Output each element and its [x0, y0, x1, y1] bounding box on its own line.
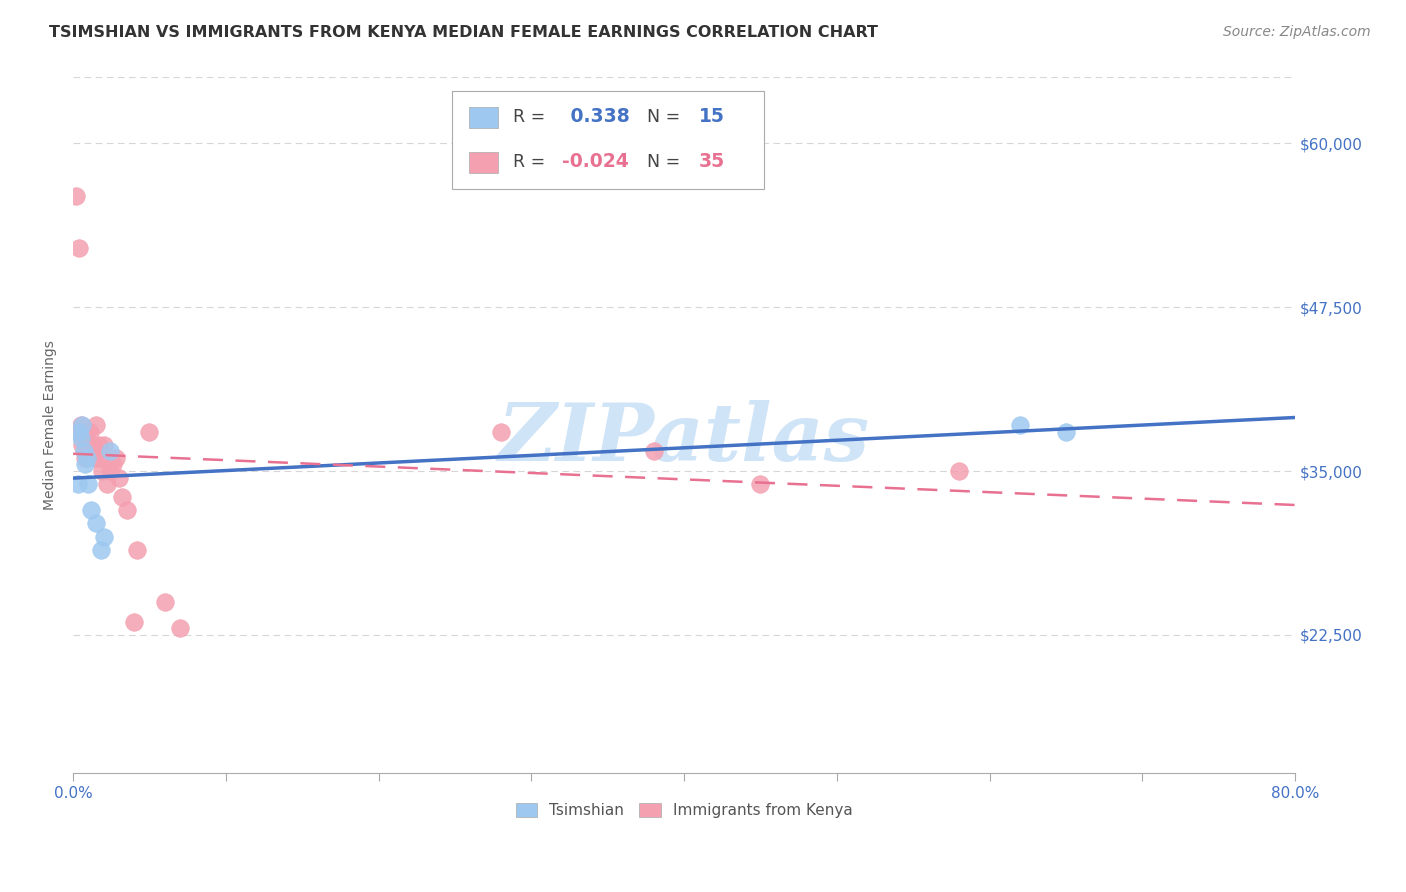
FancyBboxPatch shape: [451, 91, 763, 189]
Point: [79, 425, 101, 439]
Point: [73, 444, 96, 458]
Point: [66, 425, 89, 439]
Point: [75, 458, 97, 472]
Point: [87, 438, 110, 452]
Point: [104, 450, 127, 465]
FancyBboxPatch shape: [470, 152, 498, 173]
Point: [489, 425, 512, 439]
Point: [82, 438, 104, 452]
Text: 0.338: 0.338: [564, 107, 630, 126]
Point: [77, 438, 100, 452]
Point: [127, 542, 149, 557]
Point: [90, 450, 112, 465]
Point: [76, 425, 98, 439]
Text: N =: N =: [647, 153, 686, 171]
Text: 15: 15: [699, 107, 724, 126]
Point: [84, 516, 107, 531]
Point: [66, 477, 89, 491]
Point: [77, 477, 100, 491]
Text: ZIPatlas: ZIPatlas: [498, 401, 870, 478]
Point: [84, 418, 107, 433]
Point: [80, 503, 103, 517]
Point: [90, 542, 112, 557]
Point: [1010, 418, 1032, 433]
Point: [93, 438, 115, 452]
Point: [72, 438, 94, 452]
Point: [108, 470, 131, 484]
Point: [67, 241, 90, 255]
Point: [153, 595, 176, 609]
Point: [749, 477, 772, 491]
Text: TSIMSHIAN VS IMMIGRANTS FROM KENYA MEDIAN FEMALE EARNINGS CORRELATION CHART: TSIMSHIAN VS IMMIGRANTS FROM KENYA MEDIA…: [49, 25, 879, 40]
Point: [75, 450, 97, 465]
Point: [98, 444, 121, 458]
Text: R =: R =: [513, 153, 551, 171]
Point: [93, 530, 115, 544]
Point: [1054, 425, 1077, 439]
Point: [643, 444, 665, 458]
Point: [138, 425, 160, 439]
Point: [80, 444, 103, 458]
Point: [86, 450, 108, 465]
Point: [73, 425, 96, 439]
Point: [98, 464, 121, 478]
Point: [96, 477, 118, 491]
Text: N =: N =: [647, 108, 686, 126]
Point: [67, 425, 90, 439]
FancyBboxPatch shape: [470, 106, 498, 128]
Point: [83, 450, 105, 465]
Point: [122, 615, 145, 629]
Legend: Tsimshian, Immigrants from Kenya: Tsimshian, Immigrants from Kenya: [509, 797, 859, 824]
Point: [65, 188, 87, 202]
Point: [948, 464, 970, 478]
Point: [101, 458, 124, 472]
Text: 35: 35: [699, 153, 725, 171]
Y-axis label: Median Female Earnings: Median Female Earnings: [44, 340, 58, 510]
Text: Source: ZipAtlas.com: Source: ZipAtlas.com: [1223, 25, 1371, 39]
Point: [115, 503, 138, 517]
Point: [111, 490, 134, 504]
Text: -0.024: -0.024: [562, 153, 628, 171]
Point: [72, 418, 94, 433]
Point: [69, 418, 91, 433]
Point: [69, 431, 91, 445]
Point: [76, 450, 98, 465]
Point: [91, 464, 114, 478]
Point: [169, 622, 191, 636]
Text: R =: R =: [513, 108, 551, 126]
